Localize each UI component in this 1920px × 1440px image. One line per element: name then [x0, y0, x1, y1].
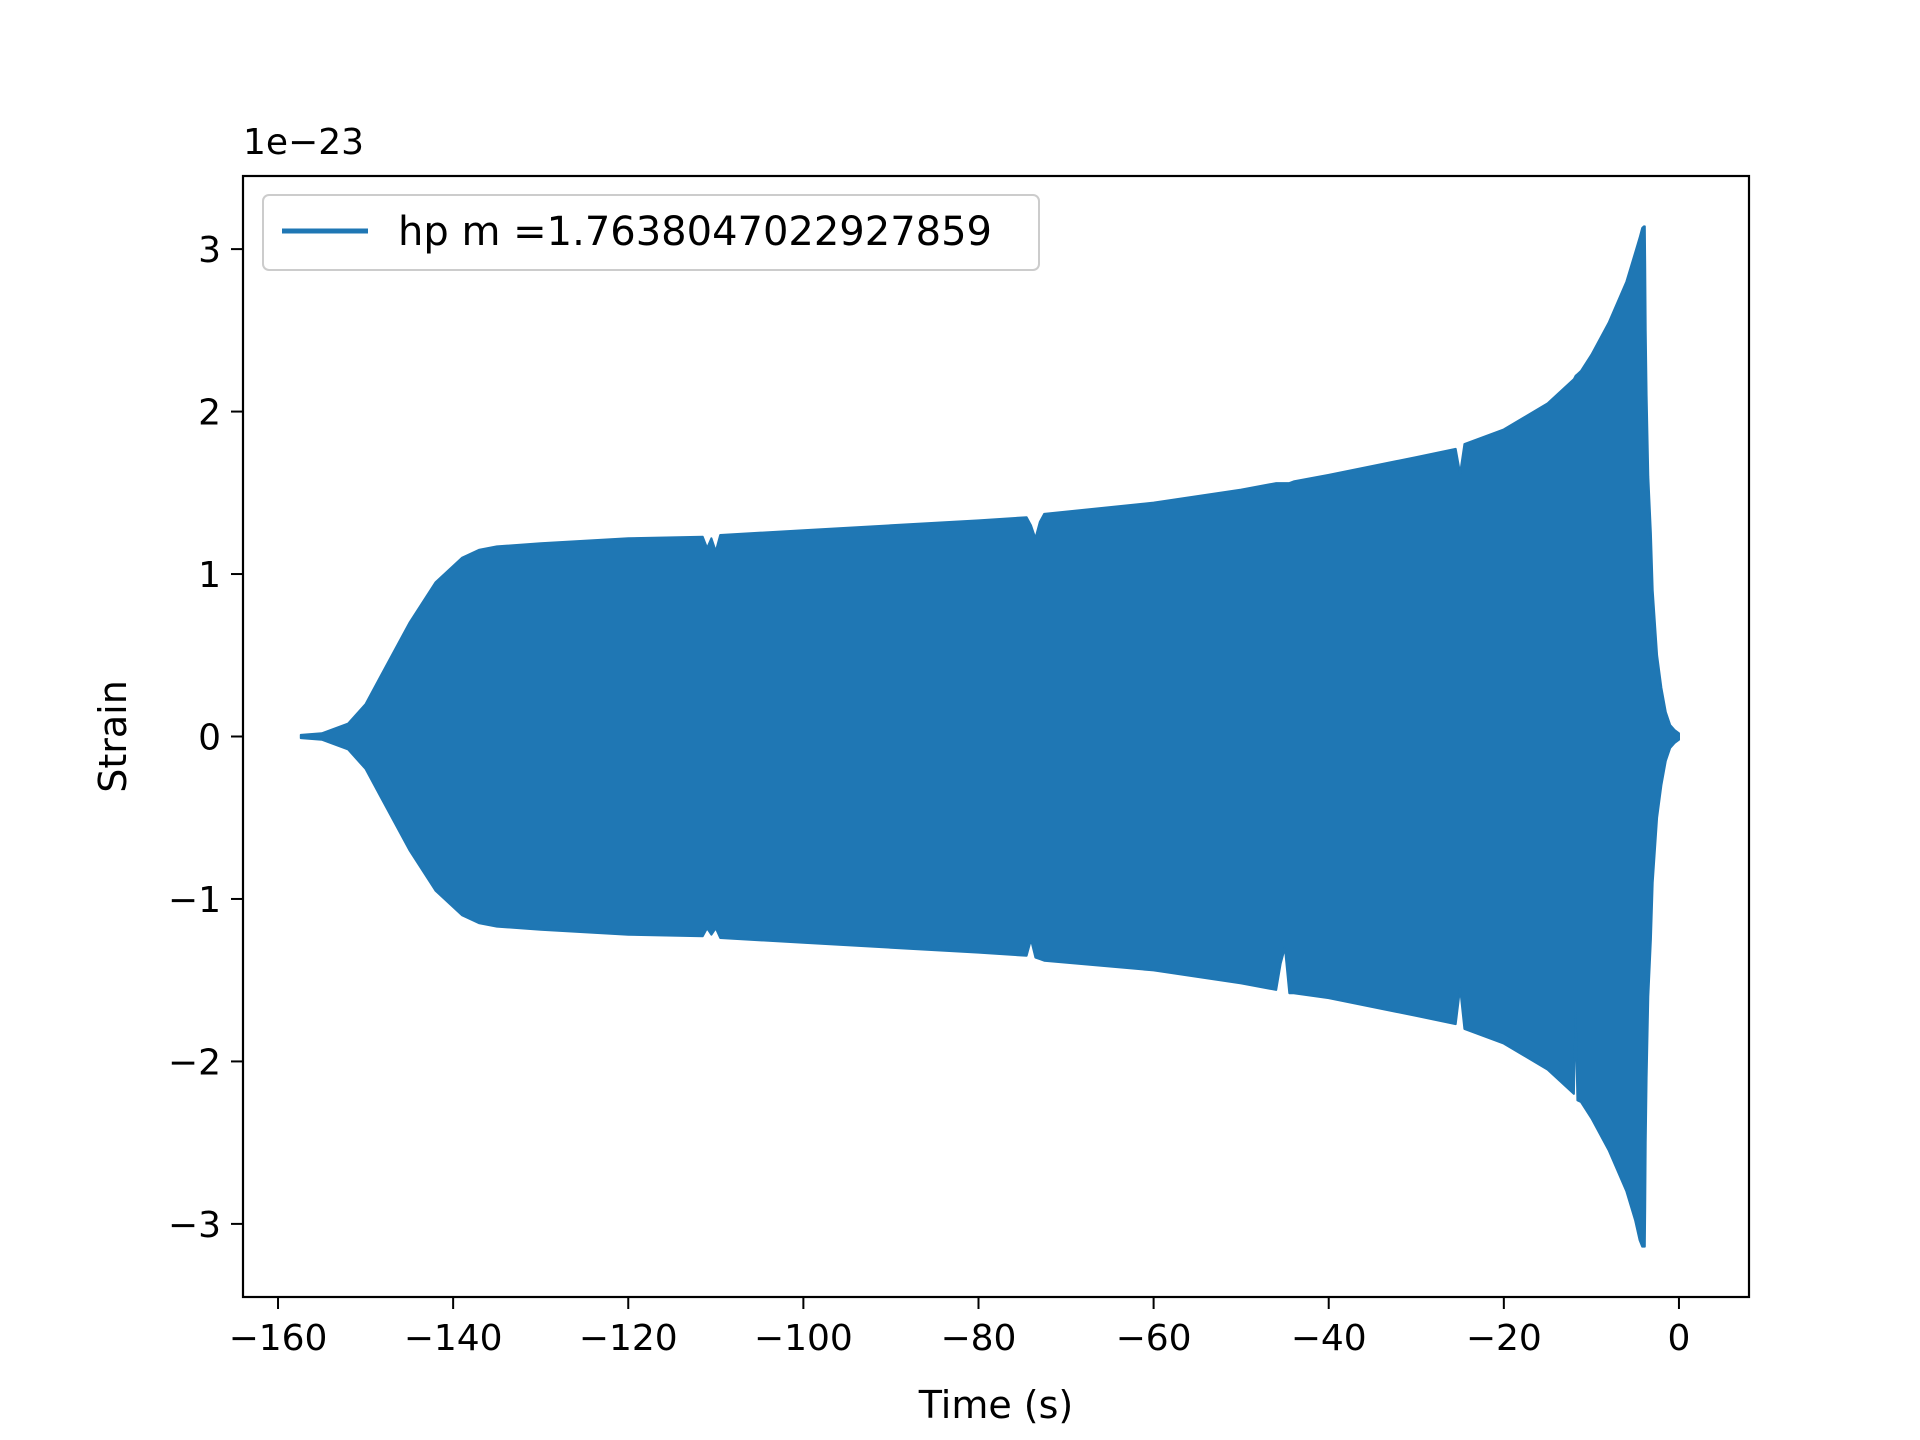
x-tick-label: −160: [229, 1318, 328, 1359]
series-hp-waveform: [299, 225, 1680, 1248]
y-tick-label: −1: [168, 880, 221, 921]
y-tick-label: 2: [198, 393, 221, 434]
y-offset-label: 1e−23: [243, 122, 364, 163]
x-tick-label: −40: [1291, 1318, 1367, 1359]
x-tick-label: −140: [404, 1318, 503, 1359]
x-axis-label: Time (s): [918, 1383, 1074, 1427]
y-tick-label: −3: [168, 1205, 221, 1246]
y-tick-label: 0: [198, 718, 221, 759]
y-axis: −3 −2 −1 0 1 2 3: [168, 230, 243, 1246]
y-tick-label: 1: [198, 555, 221, 596]
x-tick-label: 0: [1668, 1318, 1691, 1359]
plot-area: [299, 225, 1680, 1248]
legend: hp m =1.7638047022927859: [262, 194, 1040, 271]
x-tick-label: −60: [1116, 1318, 1192, 1359]
legend-label: hp m =1.7638047022927859: [398, 209, 992, 255]
y-tick-label: −2: [168, 1042, 221, 1083]
x-tick-label: −20: [1466, 1318, 1542, 1359]
x-tick-label: −80: [940, 1318, 1016, 1359]
y-tick-label: 3: [198, 230, 221, 271]
x-axis: −160 −140 −120 −100 −80 −60 −40 −20 0: [229, 1297, 1691, 1359]
x-tick-label: −120: [579, 1318, 678, 1359]
legend-box: [262, 194, 1040, 271]
y-axis-label: Strain: [91, 680, 135, 793]
x-tick-label: −100: [754, 1318, 853, 1359]
